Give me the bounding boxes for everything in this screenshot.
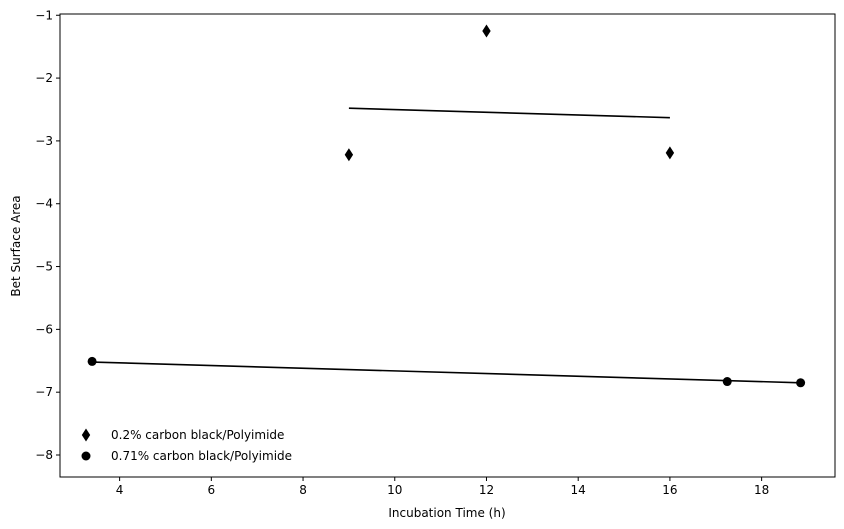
y-tick-label: −5	[35, 260, 53, 274]
y-axis-label: Bet Surface Area	[9, 195, 23, 296]
x-tick-label: 18	[754, 483, 769, 497]
data-point-series-2	[796, 378, 806, 388]
x-tick-label: 16	[662, 483, 677, 497]
data-point-series-2	[722, 377, 732, 387]
x-axis-label: Incubation Time (h)	[388, 506, 505, 520]
legend-marker-series-2	[81, 451, 91, 461]
plot-frame	[59, 13, 836, 478]
y-tick-label: −1	[35, 8, 53, 22]
x-tick-label: 10	[387, 483, 402, 497]
x-axis-ticks: 4 6 8 10 12 14 16 18	[116, 477, 769, 497]
data-point-series-1	[482, 24, 491, 38]
x-tick-label: 14	[571, 483, 586, 497]
data-point-series-1	[665, 146, 675, 160]
y-axis-ticks: −1 −2 −3 −4 −5 −6 −7 −8	[35, 8, 60, 462]
fit-line-series-1	[348, 107, 670, 119]
legend-label-series-1: 0.2% carbon black/Polyimide	[111, 428, 284, 442]
data-point-series-2	[87, 356, 97, 366]
fit-line-series-2	[92, 361, 801, 384]
y-tick-label: −2	[35, 71, 53, 85]
y-tick-label: −6	[35, 322, 53, 336]
y-tick-label: −7	[35, 385, 53, 399]
fit-lines	[92, 107, 801, 384]
legend: 0.2% carbon black/Polyimide 0.71% carbon …	[81, 428, 292, 463]
legend-label-series-2: 0.71% carbon black/Polyimide	[111, 449, 292, 463]
data-points	[87, 24, 806, 388]
x-tick-label: 4	[116, 483, 124, 497]
x-tick-label: 12	[479, 483, 494, 497]
data-point-series-1	[344, 148, 354, 162]
y-tick-label: −4	[35, 197, 53, 211]
legend-marker-series-1	[81, 428, 91, 442]
y-tick-label: −3	[35, 134, 53, 148]
x-tick-label: 6	[208, 483, 216, 497]
x-tick-label: 8	[299, 483, 307, 497]
y-tick-label: −8	[35, 448, 53, 462]
